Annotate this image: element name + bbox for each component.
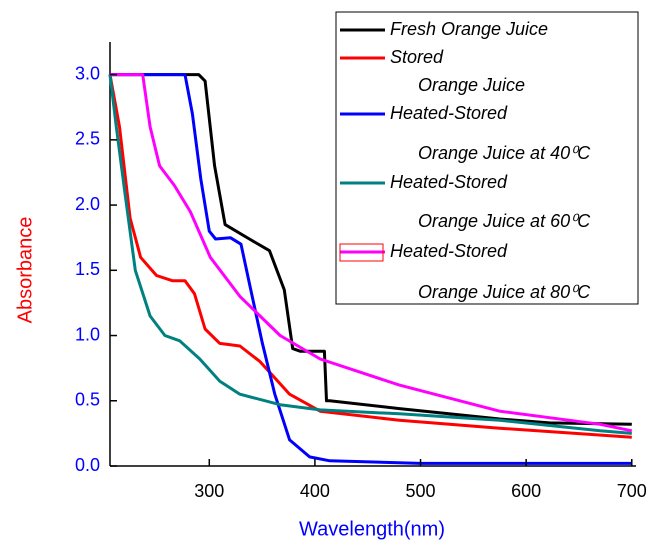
x-tick-label: 700 bbox=[617, 481, 647, 501]
x-tick-label: 500 bbox=[406, 481, 436, 501]
legend-label: Fresh Orange Juice bbox=[390, 19, 548, 39]
data-line bbox=[108, 74, 632, 435]
legend-label: Orange Juice at 40⁰C bbox=[418, 143, 591, 163]
data-line bbox=[110, 73, 632, 426]
legend-label: Heated-Stored bbox=[390, 103, 508, 123]
data-line bbox=[108, 74, 632, 439]
data-line bbox=[110, 73, 632, 465]
legend-marker bbox=[339, 243, 384, 262]
x-axis-label: Wavelength(nm) bbox=[299, 518, 445, 540]
x-tick-label: 300 bbox=[194, 481, 224, 501]
legend-label: Orange Juice at 80⁰C bbox=[418, 282, 591, 302]
x-tick-label: 600 bbox=[511, 481, 541, 501]
legend-label: Heated-Stored bbox=[390, 241, 508, 261]
legend-label: Stored bbox=[390, 47, 444, 67]
y-tick-label: 0.5 bbox=[75, 390, 100, 410]
legend-label: Orange Juice bbox=[418, 75, 525, 95]
legend-label: Heated-Stored bbox=[390, 172, 508, 192]
y-tick-label: 2.0 bbox=[75, 194, 100, 214]
x-tick-label: 400 bbox=[300, 481, 330, 501]
y-tick-label: 1.0 bbox=[75, 324, 100, 344]
legend-label: Orange Juice at 60⁰C bbox=[418, 211, 591, 231]
y-tick-label: 3.0 bbox=[75, 63, 100, 83]
y-tick-label: 0.0 bbox=[75, 455, 100, 475]
data-line bbox=[110, 73, 633, 433]
y-axis-label: Absorbance bbox=[14, 217, 36, 324]
y-tick-label: 2.5 bbox=[75, 129, 100, 149]
y-tick-label: 1.5 bbox=[75, 259, 100, 279]
legend-box bbox=[335, 11, 639, 305]
